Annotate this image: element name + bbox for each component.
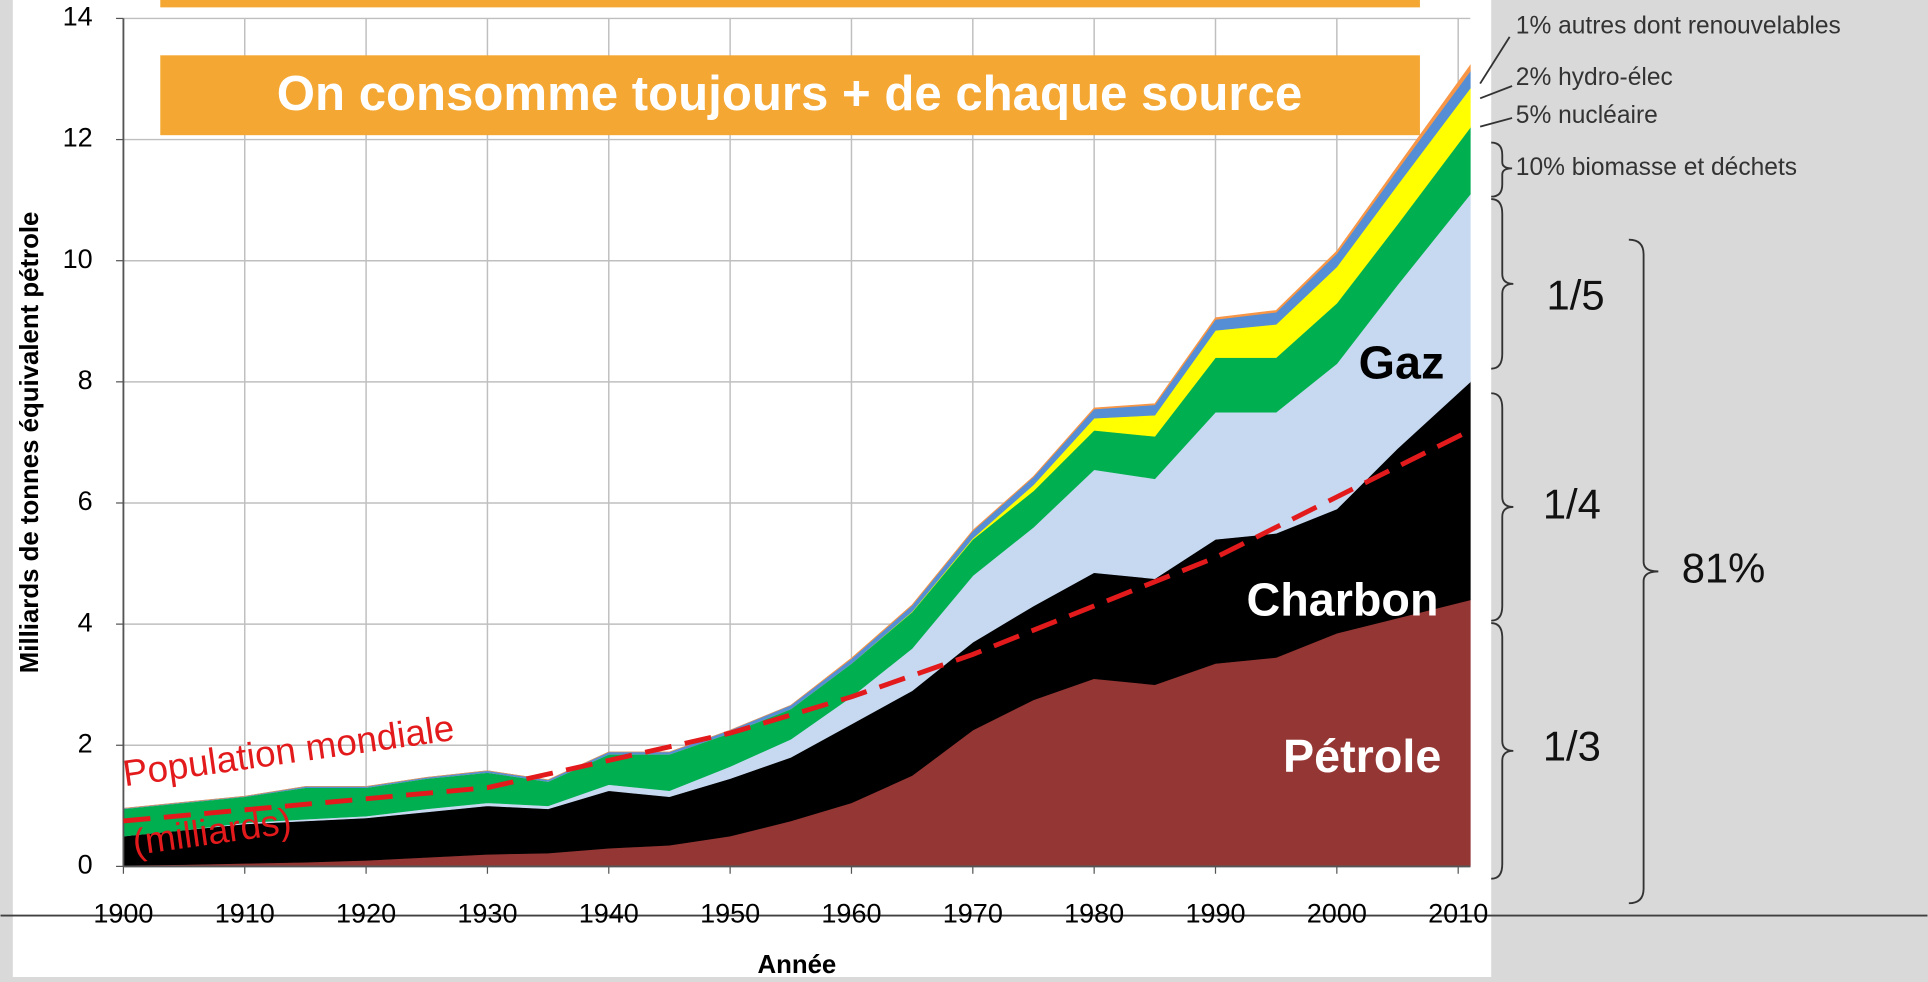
top-banner bbox=[160, 0, 1420, 8]
banner-text: On consomme toujours + de chaque source bbox=[277, 67, 1302, 121]
brace bbox=[1628, 238, 1659, 905]
arrow bbox=[1479, 85, 1513, 100]
y-tick-label: 6 bbox=[78, 486, 93, 516]
annotation: 2% hydro-élec bbox=[1516, 64, 1673, 91]
share-label: 81% bbox=[1682, 544, 1766, 591]
brace bbox=[1491, 198, 1514, 370]
x-tick-label: 2000 bbox=[1307, 899, 1367, 929]
x-tick-label: 1950 bbox=[700, 899, 760, 929]
series-label: Pétrole bbox=[1283, 730, 1441, 782]
arrows bbox=[1479, 36, 1513, 198]
annotation: 1% autres dont renouvelables bbox=[1516, 13, 1841, 40]
x-tick-label: 1970 bbox=[943, 899, 1003, 929]
plot: 0 2 4 6 8 10 12 14 1900 1910 1920 1930 1940 1950 1960 1… bbox=[63, 2, 1489, 929]
x-tick-label: 1920 bbox=[336, 899, 396, 929]
brace bbox=[1491, 392, 1514, 622]
x-tick-label: 1960 bbox=[821, 899, 881, 929]
y-tick-label: 10 bbox=[63, 244, 93, 274]
population-line bbox=[123, 428, 1472, 824]
x-tick-label: 2010 bbox=[1428, 899, 1488, 929]
x-tick-label: 1980 bbox=[1064, 899, 1124, 929]
arrow bbox=[1479, 36, 1511, 85]
y-tick-label: 8 bbox=[78, 365, 93, 395]
annotation: 10% biomasse et déchets bbox=[1516, 154, 1797, 181]
x-tick-label: 1900 bbox=[93, 899, 153, 929]
x-tick-label: 1930 bbox=[457, 899, 517, 929]
series-label: Charbon bbox=[1247, 574, 1439, 626]
braces bbox=[1491, 198, 1659, 905]
brace bbox=[1491, 622, 1514, 880]
y-axis-title: Milliards de tonnes équivalent pétrole bbox=[16, 212, 44, 674]
y-tick-label: 14 bbox=[63, 2, 93, 32]
x-tick-label: 1940 bbox=[579, 899, 639, 929]
series-label: Gaz bbox=[1359, 337, 1445, 389]
y-tick-label: 12 bbox=[63, 123, 93, 153]
share-label: 1/3 bbox=[1543, 723, 1601, 770]
y-tick-label: 0 bbox=[78, 850, 93, 880]
x-tick-label: 1990 bbox=[1185, 899, 1245, 929]
y-tick-label: 2 bbox=[78, 728, 93, 758]
brace bbox=[1491, 141, 1513, 198]
annotation: 5% nucléaire bbox=[1516, 102, 1658, 129]
x-tick-label: 1910 bbox=[215, 899, 275, 929]
share-label: 1/4 bbox=[1543, 481, 1601, 528]
share-label: 1/5 bbox=[1547, 272, 1605, 319]
banner bbox=[160, 55, 1420, 136]
x-axis-title: Année bbox=[757, 951, 836, 977]
y-tick-label: 4 bbox=[78, 607, 93, 637]
arrow bbox=[1479, 117, 1513, 128]
